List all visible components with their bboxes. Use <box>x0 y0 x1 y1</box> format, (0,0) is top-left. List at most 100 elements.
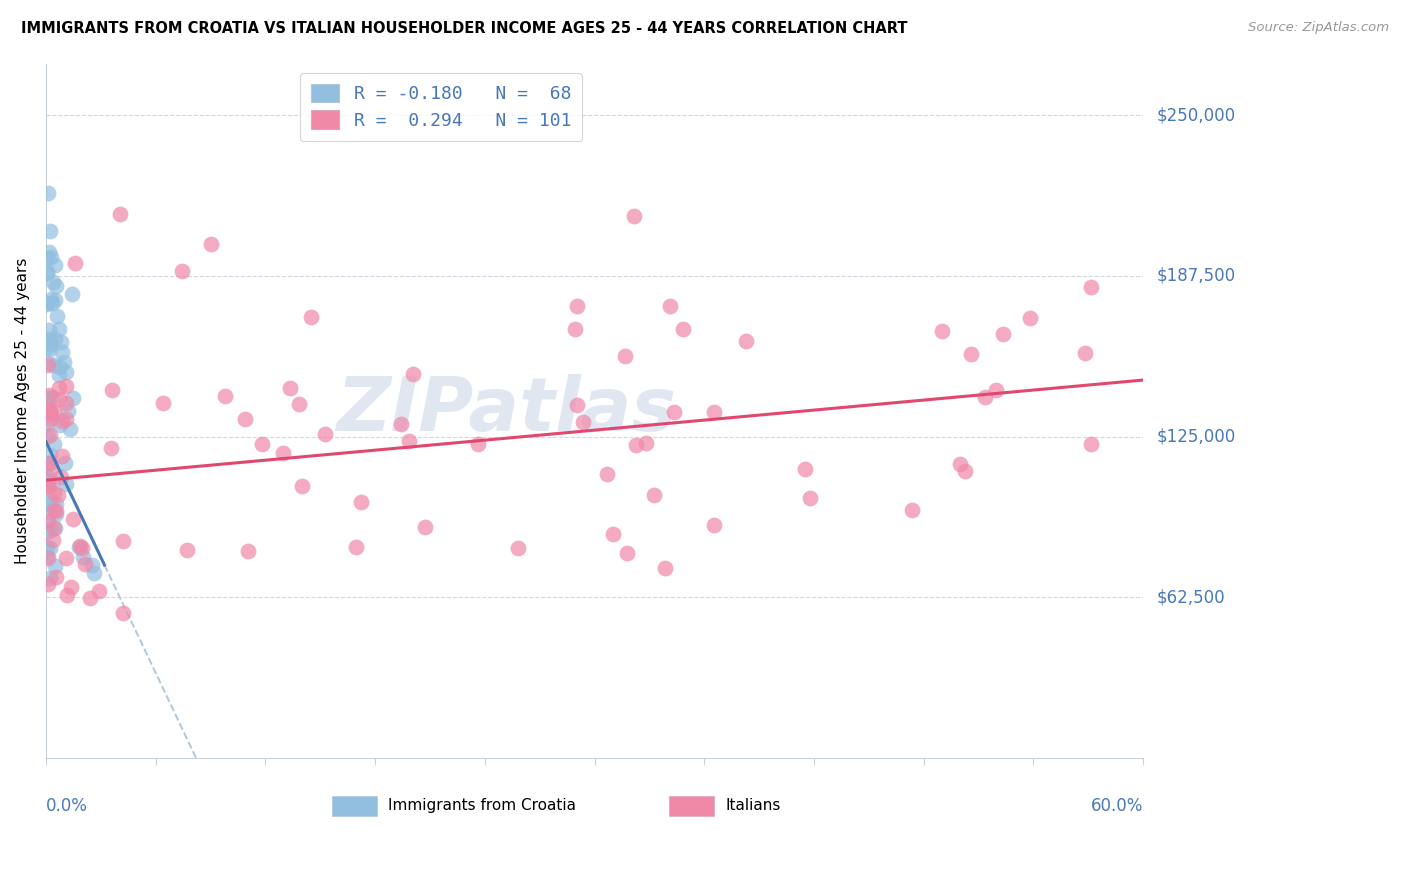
Point <box>1019 310 1042 325</box>
Point <box>60 580 83 594</box>
Point <box>38 388 60 402</box>
Point <box>75 557 97 571</box>
Point <box>152 395 174 409</box>
Text: $125,000: $125,000 <box>1157 427 1236 446</box>
Point <box>38 332 60 346</box>
Point <box>636 435 658 450</box>
Point <box>278 381 301 395</box>
Point <box>44 293 66 308</box>
Point <box>350 495 373 509</box>
Point <box>35 297 58 311</box>
Point <box>37 514 59 528</box>
Point <box>55 379 77 393</box>
Point <box>250 437 273 451</box>
Point <box>170 264 193 278</box>
Point <box>565 299 588 313</box>
Point <box>55 588 77 602</box>
Point <box>38 524 60 538</box>
Point <box>51 413 73 427</box>
Point <box>69 540 91 554</box>
Point <box>37 356 59 370</box>
Point <box>41 533 63 548</box>
Text: 0.0%: 0.0% <box>46 797 87 814</box>
Point <box>288 397 311 411</box>
Point <box>37 577 59 591</box>
Point <box>42 276 65 290</box>
Point <box>735 334 758 348</box>
Point <box>616 546 638 560</box>
Text: $187,500: $187,500 <box>1157 267 1236 285</box>
Point <box>299 310 322 324</box>
Point <box>42 486 65 500</box>
Point <box>39 541 62 555</box>
Point <box>41 390 63 404</box>
Point <box>38 244 60 259</box>
Point <box>273 446 295 460</box>
Point <box>38 224 60 238</box>
Point <box>37 550 59 565</box>
Point <box>62 391 84 405</box>
Point <box>413 520 436 534</box>
Point <box>41 250 63 264</box>
Point <box>39 428 62 442</box>
Point <box>39 493 62 508</box>
Point <box>60 287 83 301</box>
Point <box>38 403 60 417</box>
Point <box>45 570 67 584</box>
Point <box>200 236 222 251</box>
Point <box>672 322 695 336</box>
Point <box>45 279 67 293</box>
Point <box>38 506 60 520</box>
Point <box>55 365 77 379</box>
Text: 60.0%: 60.0% <box>1091 797 1143 814</box>
Point <box>37 479 59 493</box>
Point <box>614 349 637 363</box>
Point <box>38 405 60 419</box>
Point <box>48 321 70 335</box>
Point <box>42 359 65 373</box>
Point <box>233 412 256 426</box>
Point <box>398 434 420 448</box>
Point <box>53 355 76 369</box>
Point <box>39 571 62 585</box>
Point <box>37 358 59 372</box>
Point <box>45 504 67 518</box>
Point <box>602 526 624 541</box>
Point <box>984 384 1007 398</box>
Point <box>53 456 76 470</box>
Point <box>111 534 134 549</box>
Point <box>793 462 815 476</box>
Point <box>702 405 724 419</box>
Point <box>55 396 77 410</box>
Point <box>37 401 59 415</box>
Point <box>45 507 67 521</box>
Point <box>960 347 983 361</box>
Point <box>59 422 82 436</box>
Point <box>38 336 60 351</box>
Point <box>35 417 58 431</box>
Text: Source: ZipAtlas.com: Source: ZipAtlas.com <box>1249 21 1389 35</box>
Point <box>112 606 135 620</box>
Point <box>799 491 821 505</box>
Text: IMMIGRANTS FROM CROATIA VS ITALIAN HOUSEHOLDER INCOME AGES 25 - 44 YEARS CORRELA: IMMIGRANTS FROM CROATIA VS ITALIAN HOUSE… <box>21 21 908 37</box>
Point <box>49 418 72 433</box>
Point <box>70 541 93 555</box>
Point <box>291 479 314 493</box>
Point <box>38 448 60 462</box>
Point <box>623 209 645 223</box>
Point <box>63 256 86 270</box>
Point <box>49 360 72 375</box>
Point <box>48 392 70 406</box>
Point <box>35 264 58 278</box>
Point <box>51 344 73 359</box>
Point <box>80 558 103 572</box>
Point <box>37 470 59 484</box>
Point <box>56 404 79 418</box>
Point <box>39 404 62 418</box>
Point <box>931 324 953 338</box>
Point <box>42 503 65 517</box>
Point <box>344 541 367 555</box>
Point <box>39 409 62 423</box>
Point <box>38 456 60 470</box>
Text: Italians: Italians <box>725 798 780 814</box>
